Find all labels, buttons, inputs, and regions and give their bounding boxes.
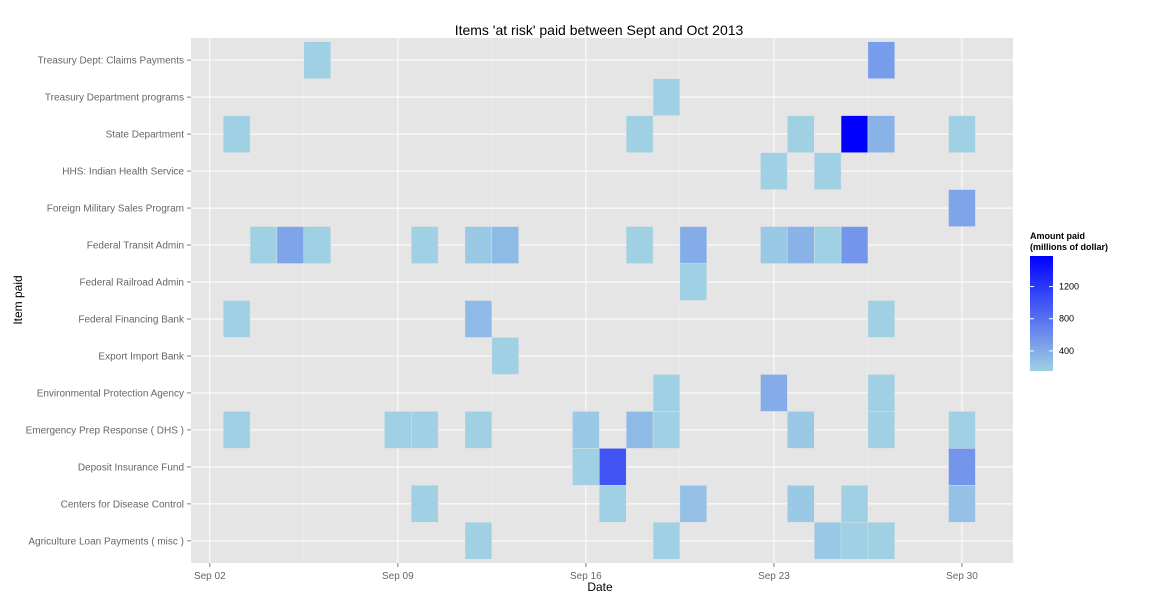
heatmap-cell — [491, 337, 519, 375]
heatmap-cell — [787, 485, 815, 523]
heatmap-cell — [625, 411, 654, 449]
heatmap-cell — [867, 522, 896, 560]
y-tick-label: Federal Railroad Admin — [80, 278, 185, 289]
legend-tick-label: 1200 — [1059, 282, 1079, 292]
y-tick-label: Foreign Military Sales Program — [47, 204, 184, 215]
legend-ticks: 400 800 1200 — [1030, 282, 1079, 356]
y-axis-ticks: Treasury Dept: Claims Payments Treasury D… — [26, 56, 191, 547]
x-tick-label: Sep 30 — [946, 571, 978, 582]
legend-color-bar — [1030, 256, 1053, 371]
heatmap-cell — [867, 300, 896, 338]
y-tick-label: Emergency Prep Response ( DHS ) — [26, 425, 184, 436]
heatmap-cell — [411, 226, 439, 264]
x-axis-ticks: Sep 02 Sep 09 Sep 16 Sep 23 Sep 30 — [194, 563, 978, 582]
heatmap-cell — [652, 411, 681, 449]
heatmap-cell — [840, 115, 869, 153]
legend-title-line-2: (millions of dollar) — [1030, 242, 1108, 252]
legend-title-line-1: Amount paid — [1030, 231, 1085, 241]
heatmap-cell — [411, 485, 439, 523]
heatmap-cell — [760, 226, 788, 264]
x-tick-label: Sep 23 — [758, 571, 790, 582]
heatmap-cell — [303, 226, 331, 264]
heatmap-cell — [867, 41, 896, 79]
heatmap-cell — [572, 411, 600, 449]
heatmap-cell — [679, 485, 707, 523]
y-tick-label: Federal Financing Bank — [78, 314, 185, 325]
x-axis-title: Date — [587, 580, 613, 594]
heatmap-cell — [223, 115, 251, 153]
heatmap-cell — [599, 485, 627, 523]
heatmap-cell — [814, 226, 842, 264]
heatmap-cell — [867, 411, 896, 449]
y-tick-label: Treasury Dept: Claims Payments — [38, 56, 184, 67]
heatmap-cell — [652, 78, 681, 116]
heatmap-cell — [814, 522, 842, 560]
heatmap-cell — [840, 485, 869, 523]
heatmap-cell — [464, 226, 493, 264]
heatmap-cell — [411, 411, 439, 449]
x-tick-label: Sep 16 — [570, 571, 602, 582]
heatmap-cell — [652, 522, 681, 560]
heatmap-cell — [948, 115, 976, 153]
heatmap-cell — [223, 411, 251, 449]
y-tick-label: HHS: Indian Health Service — [62, 167, 184, 178]
chart-title: Items 'at risk' paid between Sept and Oc… — [455, 22, 744, 38]
heatmap-cell — [652, 374, 681, 412]
legend-tick-label: 400 — [1059, 346, 1074, 356]
heatmap-cell — [679, 226, 707, 264]
y-tick-label: Environmental Protection Agency — [37, 388, 184, 399]
heatmap-cell — [464, 522, 493, 560]
heatmap-cell — [840, 226, 869, 264]
heatmap-cell — [787, 411, 815, 449]
y-tick-label: Federal Transit Admin — [87, 241, 184, 252]
heatmap-cell — [948, 411, 976, 449]
x-tick-label: Sep 09 — [382, 571, 414, 582]
y-tick-label: Export Import Bank — [98, 351, 185, 362]
y-tick-label: Agriculture Loan Payments ( misc ) — [28, 536, 184, 547]
y-tick-label: State Department — [106, 130, 185, 141]
heatmap-cell — [625, 226, 654, 264]
heatmap-cell — [948, 485, 976, 523]
heatmap-cells — [223, 41, 976, 560]
heatmap-cell — [760, 152, 788, 190]
legend-tick-label: 800 — [1059, 314, 1074, 324]
heatmap-cell — [303, 41, 331, 79]
heatmap-cell — [760, 374, 788, 412]
heatmap-cell — [223, 300, 251, 338]
heatmap-cell — [491, 226, 519, 264]
heatmap-cell — [948, 189, 976, 227]
heatmap-cell — [572, 448, 600, 486]
color-legend: Amount paid (millions of dollar) 400 800 1… — [1030, 231, 1108, 371]
y-tick-label: Treasury Department programs — [45, 93, 184, 104]
heatmap-cell — [867, 115, 896, 153]
heatmap-cell — [867, 374, 896, 412]
heatmap-cell — [679, 263, 707, 301]
heatmap-cell — [276, 226, 305, 264]
x-tick-label: Sep 02 — [194, 571, 226, 582]
heatmap-cell — [814, 152, 842, 190]
heatmap-cell — [464, 300, 493, 338]
heatmap-cell — [599, 448, 627, 486]
y-axis-title: Item paid — [11, 275, 25, 324]
heatmap-cell — [625, 115, 654, 153]
heatmap-cell — [787, 226, 815, 264]
y-tick-label: Centers for Disease Control — [61, 499, 184, 510]
y-tick-label: Deposit Insurance Fund — [78, 462, 184, 473]
heatmap-cell — [948, 448, 976, 486]
heatmap-cell — [249, 226, 278, 264]
heatmap-cell — [787, 115, 815, 153]
heatmap-cell — [840, 522, 869, 560]
heatmap-cell — [464, 411, 493, 449]
heatmap-cell — [384, 411, 412, 449]
